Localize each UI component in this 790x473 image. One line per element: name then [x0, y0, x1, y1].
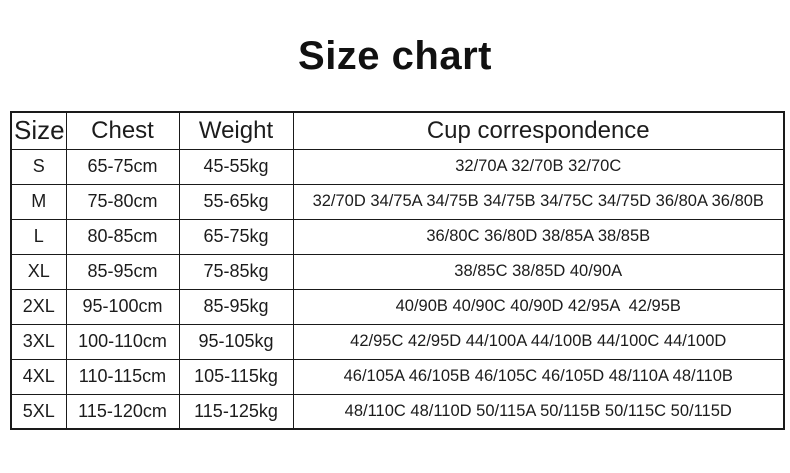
- table-row: 5XL 115-120cm 115-125kg 48/110C 48/110D …: [10, 393, 785, 430]
- table-row: S 65-75cm 45-55kg 32/70A 32/70B 32/70C: [10, 148, 785, 185]
- cell-chest: 65-75cm: [65, 148, 180, 185]
- cell-weight: 115-125kg: [178, 393, 294, 430]
- cell-chest: 110-115cm: [65, 358, 180, 395]
- cell-cup: 40/90B 40/90C 40/90D 42/95A 42/95B: [292, 288, 785, 325]
- cell-cup: 38/85C 38/85D 40/90A: [292, 253, 785, 290]
- table-row: M 75-80cm 55-65kg 32/70D 34/75A 34/75B 3…: [10, 183, 785, 220]
- cell-size: M: [10, 183, 67, 220]
- header-weight: Weight: [178, 111, 294, 150]
- cell-cup: 32/70A 32/70B 32/70C: [292, 148, 785, 185]
- cell-chest: 80-85cm: [65, 218, 180, 255]
- table-row: XL 85-95cm 75-85kg 38/85C 38/85D 40/90A: [10, 253, 785, 290]
- cell-cup: 46/105A 46/105B 46/105C 46/105D 48/110A …: [292, 358, 785, 395]
- cell-size: S: [10, 148, 67, 185]
- cell-weight: 95-105kg: [178, 323, 294, 360]
- cell-chest: 95-100cm: [65, 288, 180, 325]
- size-chart-table: Size Chest Weight Cup correspondence S 6…: [10, 111, 785, 430]
- cell-size: 5XL: [10, 393, 67, 430]
- table-row: 3XL 100-110cm 95-105kg 42/95C 42/95D 44/…: [10, 323, 785, 360]
- table-row: L 80-85cm 65-75kg 36/80C 36/80D 38/85A 3…: [10, 218, 785, 255]
- cell-cup: 48/110C 48/110D 50/115A 50/115B 50/115C …: [292, 393, 785, 430]
- cell-weight: 45-55kg: [178, 148, 294, 185]
- cell-weight: 105-115kg: [178, 358, 294, 395]
- cell-size: 4XL: [10, 358, 67, 395]
- cell-size: XL: [10, 253, 67, 290]
- cell-cup: 36/80C 36/80D 38/85A 38/85B: [292, 218, 785, 255]
- size-table-body: S 65-75cm 45-55kg 32/70A 32/70B 32/70C M…: [10, 148, 785, 430]
- cell-chest: 115-120cm: [65, 393, 180, 430]
- cell-weight: 55-65kg: [178, 183, 294, 220]
- cell-size: L: [10, 218, 67, 255]
- cell-weight: 75-85kg: [178, 253, 294, 290]
- cell-cup: 42/95C 42/95D 44/100A 44/100B 44/100C 44…: [292, 323, 785, 360]
- cell-weight: 65-75kg: [178, 218, 294, 255]
- header-cup-correspondence: Cup correspondence: [292, 111, 785, 150]
- header-size: Size: [10, 111, 67, 150]
- cell-size: 2XL: [10, 288, 67, 325]
- header-chest: Chest: [65, 111, 180, 150]
- cell-size: 3XL: [10, 323, 67, 360]
- table-row: 4XL 110-115cm 105-115kg 46/105A 46/105B …: [10, 358, 785, 395]
- header-row: Size Chest Weight Cup correspondence: [10, 111, 785, 150]
- table-row: 2XL 95-100cm 85-95kg 40/90B 40/90C 40/90…: [10, 288, 785, 325]
- cell-chest: 85-95cm: [65, 253, 180, 290]
- cell-weight: 85-95kg: [178, 288, 294, 325]
- size-chart-header: Size Chest Weight Cup correspondence: [10, 111, 785, 150]
- cell-chest: 100-110cm: [65, 323, 180, 360]
- page-title: Size chart: [298, 34, 492, 78]
- cell-cup: 32/70D 34/75A 34/75B 34/75B 34/75C 34/75…: [292, 183, 785, 220]
- cell-chest: 75-80cm: [65, 183, 180, 220]
